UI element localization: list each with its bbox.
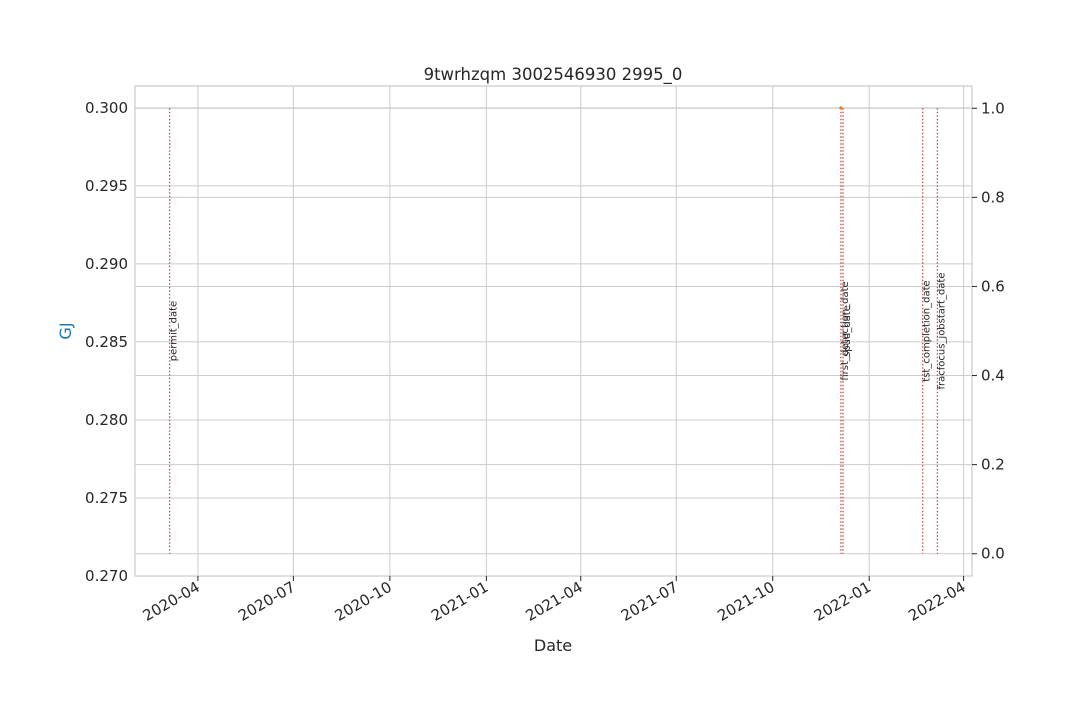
event-marker-label: permit_date [169, 301, 180, 361]
y2-tick-label: 1.0 [981, 99, 1005, 117]
x-tick-label: 2020-07 [235, 578, 298, 625]
y-tick-label: 0.285 [85, 333, 128, 351]
y-tick-label: 0.295 [85, 177, 128, 195]
y-tick-label: 0.290 [85, 255, 128, 273]
x-grid [197, 86, 965, 576]
y-tick-label: 0.300 [85, 99, 128, 117]
y2-tick-label: 0.2 [981, 456, 1005, 474]
y2-tick-label: 0.0 [981, 545, 1005, 563]
plot-frame [134, 85, 973, 577]
event-markers: permit_date first_detection_datespud_date… [169, 108, 947, 554]
y-tick-label: 0.270 [85, 567, 128, 585]
y-tick-label: 0.280 [85, 411, 128, 429]
x-tick-label: 2021-10 [714, 578, 777, 625]
y2-tick-label: 0.8 [981, 188, 1005, 206]
series-layer [839, 106, 843, 110]
chart-title: 9twrhzqm 3002546930 2995_0 [424, 65, 683, 85]
x-axis-ticks: 2020-04 2020-07 2020-10 2021-01 2021-04 2021-… [140, 576, 969, 625]
y2-tick-label: 0.6 [981, 277, 1005, 295]
event-marker-label: first_detection_date [840, 281, 851, 380]
x-tick-label: 2021-04 [522, 578, 585, 625]
x-tick-label: 2022-04 [905, 578, 968, 625]
x-tick-label: 2021-07 [618, 578, 681, 625]
series-point [839, 106, 843, 110]
x-tick-label: 2020-10 [332, 578, 395, 625]
x-tick-label: 2021-01 [428, 578, 491, 625]
event-marker-label: fracfocus_jobstart_date [936, 272, 947, 389]
event-marker-label: tst_completion_date [922, 280, 933, 381]
event-marker-label: spud_date [842, 305, 853, 357]
y-tick-label: 0.275 [85, 489, 128, 507]
x-axis-label: Date [534, 636, 572, 655]
x-tick-label: 2020-04 [140, 578, 203, 625]
x-tick-label: 2022-01 [811, 578, 874, 625]
plot-background [135, 86, 972, 576]
y-axis-ticks: 0.270 0.275 0.280 0.285 0.290 0.295 0.300 [85, 99, 128, 585]
y2-axis-ticks: 0.0 0.2 0.4 0.6 0.8 1.0 [972, 99, 1005, 563]
y2-tick-label: 0.4 [981, 367, 1005, 385]
y-axis-label: GJ [56, 322, 75, 339]
